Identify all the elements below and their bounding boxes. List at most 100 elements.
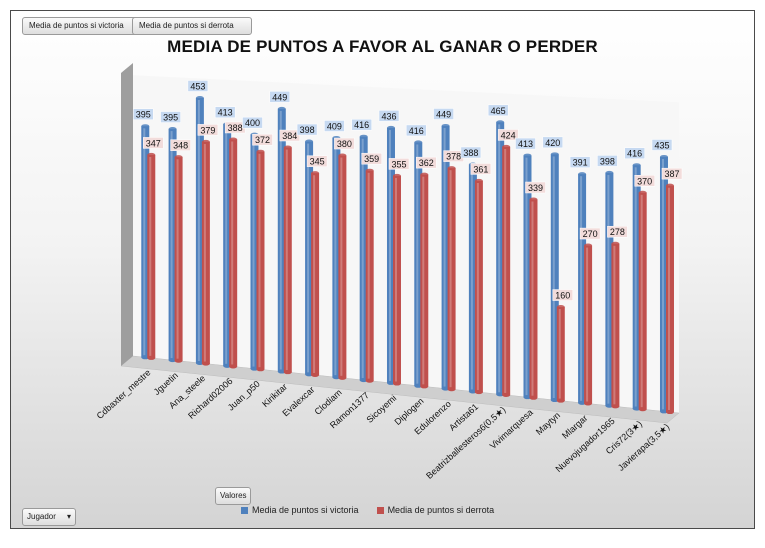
label-victoria-15-box [542,136,564,149]
bar-derrota-4-cap [256,149,265,154]
bar-derrota-8-cap [365,168,374,173]
bar-victoria-2-shine [197,99,200,361]
bar-derrota-16-front [584,245,593,404]
bar-derrota-12 [474,178,483,395]
label-victoria-7-box [324,120,345,132]
bar-derrota-11-front [447,168,456,390]
bar-victoria-2-cap [195,95,204,100]
label-victoria-6: 398 [296,123,318,136]
bar-derrota-15 [556,305,565,403]
label-victoria-8-box [351,118,372,131]
bar-derrota-16-shine [586,247,589,402]
label-derrota-12-text: 361 [473,164,488,174]
bar-derrota-6 [311,171,320,378]
bar-victoria-11-shine [443,127,446,387]
label-victoria-14-box [515,137,536,150]
bar-victoria-0-shine [143,128,146,356]
jugador-field-dropdown[interactable]: Jugador ▾ [22,508,76,526]
back-wall [133,75,679,413]
label-victoria-16-text: 391 [573,158,588,168]
x-tick-label-5: Kirikitar [260,382,289,410]
legend-label-derrota: Media de puntos si derrota [387,505,495,515]
bar-victoria-9-front [386,127,395,383]
label-victoria-9-text: 436 [381,111,396,121]
bar-derrota-3-shine [231,141,234,365]
bar-derrota-16-cap [584,243,593,248]
bar-derrota-3-front [229,139,238,367]
bar-derrota-6-base [311,373,320,378]
bar-derrota-14-base [529,395,538,400]
bar-victoria-4-base [250,366,259,371]
label-victoria-16: 391 [569,156,591,168]
bar-victoria-17-shine [607,174,610,404]
label-victoria-17-box [597,155,618,167]
label-derrota-17-box [607,225,628,238]
bar-derrota-17 [611,241,620,409]
label-derrota-8-box [361,152,382,165]
bar-derrota-18-shine [640,194,643,408]
bar-derrota-2-shine [203,143,206,362]
bar-victoria-5-cap [277,106,286,111]
bar-derrota-2-base [201,361,210,366]
legend: Media de puntos si victoria Media de pun… [241,505,494,515]
bar-derrota-3-cap [229,137,238,142]
series-derrota-field-button[interactable]: Media de puntos si derrota [132,17,252,35]
bar-victoria-2-front [195,97,204,363]
label-victoria-13-box [487,104,509,117]
bar-derrota-14-shine [531,201,534,396]
x-tick-label-15: Maytyn [534,410,562,437]
bar-derrota-15-base [556,398,565,403]
values-field-button[interactable]: Valores [215,487,251,505]
bar-derrota-18 [638,190,647,412]
label-victoria-11-box [433,108,454,120]
label-victoria-2: 453 [187,80,209,92]
bar-derrota-3-base [229,364,238,369]
bar-derrota-12-shine [476,182,479,391]
bar-derrota-5-shine [285,149,288,371]
bar-victoria-7-front [332,137,341,378]
bar-victoria-16-shine [580,176,583,401]
bar-victoria-19-cap [659,154,668,159]
bar-derrota-11-base [447,387,456,392]
bar-derrota-10 [420,172,429,389]
bar-victoria-17-front [605,172,614,406]
label-victoria-18: 416 [624,147,645,159]
label-derrota-11: 378 [443,150,464,162]
bar-derrota-2-front [201,141,210,364]
bar-victoria-18-cap [632,163,641,168]
label-victoria-1-box [160,111,181,123]
bar-victoria-6-cap [305,139,314,144]
bar-derrota-5-cap [283,145,292,150]
bar-victoria-0-cap [141,124,150,129]
label-derrota-0: 347 [143,137,164,149]
bar-victoria-9-cap [386,125,395,130]
bar-victoria-16-front [578,174,587,403]
bar-derrota-1-front [174,157,183,361]
bar-derrota-4-base [256,367,265,372]
label-derrota-14-box [525,181,546,194]
bar-derrota-9-base [392,381,401,386]
bar-derrota-19-base [665,410,674,415]
bar-derrota-1-base [174,358,183,363]
label-victoria-1-text: 395 [163,113,178,123]
label-derrota-4: 372 [252,133,273,146]
label-derrota-3: 388 [224,121,246,134]
bar-victoria-13-shine [498,124,501,393]
bar-derrota-10-front [420,174,429,387]
bar-derrota-16 [584,243,593,406]
bar-derrota-8-front [365,170,374,381]
bar-derrota-13-base [502,392,511,397]
bar-victoria-13-cap [496,120,505,125]
bar-derrota-14-cap [529,197,538,202]
label-victoria-5-text: 449 [272,92,287,102]
label-derrota-14-text: 339 [528,183,543,193]
bar-derrota-1-shine [176,159,179,359]
label-victoria-11: 449 [433,108,454,120]
bar-victoria-4-shine [252,136,255,367]
bar-derrota-1 [174,155,183,363]
label-victoria-5-box [269,91,291,103]
label-victoria-12-box [460,146,482,159]
label-derrota-12: 361 [470,163,492,175]
bar-derrota-11-shine [449,170,452,388]
label-derrota-5-text: 384 [282,131,297,141]
